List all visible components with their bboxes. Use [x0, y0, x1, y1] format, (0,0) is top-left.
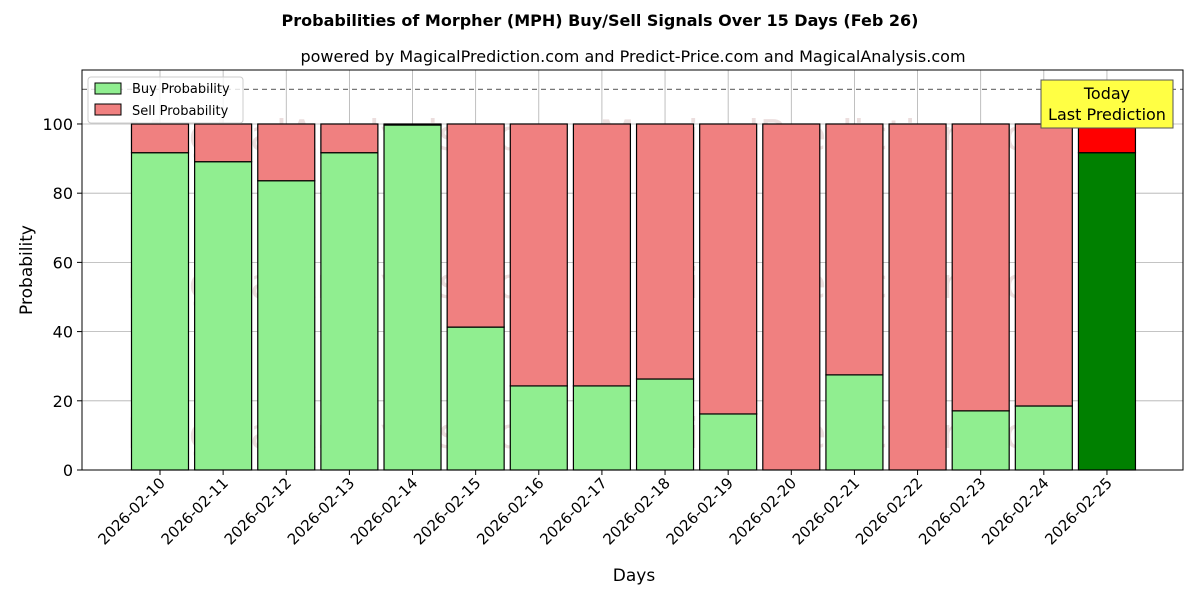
sell-bar	[446, 123, 505, 328]
legend-swatch-buy	[94, 82, 122, 95]
sell-bar	[194, 123, 253, 163]
buy-bar	[320, 152, 379, 471]
y-tick-label: 40	[53, 323, 73, 342]
sell-bar	[130, 123, 190, 154]
x-tick-label: 2026-02-24	[978, 474, 1052, 548]
sell-bar	[699, 123, 758, 415]
sell-bar	[257, 123, 316, 182]
legend: Buy Probability Sell Probability	[87, 76, 244, 124]
y-axis-label: Probability	[17, 225, 37, 315]
buy-bar	[509, 385, 568, 471]
chart-subtitle: powered by MagicalPrediction.com and Pre…	[300, 47, 965, 66]
sell-bar	[1077, 123, 1137, 154]
sell-bar	[762, 123, 821, 471]
sell-bar	[825, 123, 884, 376]
chart-title: Probabilities of Morpher (MPH) Buy/Sell …	[282, 11, 919, 30]
annotation-line1: Today	[1083, 84, 1130, 103]
x-tick-label: 2026-02-21	[789, 474, 863, 548]
buy-bar	[699, 413, 758, 471]
plot-frame	[81, 69, 1184, 471]
y-tick-label: 0	[63, 461, 73, 480]
sell-bar	[572, 123, 632, 387]
x-tick-label: 2026-02-18	[599, 474, 673, 548]
bars	[130, 123, 1137, 471]
x-axis-label: Days	[613, 566, 656, 586]
x-tick-label: 2026-02-13	[284, 474, 358, 548]
buy-bar	[194, 161, 253, 471]
today-annotation: Today Last Prediction	[1040, 79, 1174, 129]
buy-bar	[572, 385, 632, 471]
x-tick-label: 2026-02-12	[221, 474, 295, 548]
sell-bar	[1014, 123, 1073, 407]
sell-bar	[888, 123, 947, 471]
y-tick-label: 60	[53, 253, 73, 272]
buy-bar	[383, 124, 442, 471]
buy-bar	[635, 378, 695, 471]
x-tick-label: 2026-02-11	[158, 474, 232, 548]
x-tick-label: 2026-02-17	[536, 474, 610, 548]
x-tick-label: 2026-02-14	[347, 474, 421, 548]
buy-bar	[446, 326, 505, 471]
legend-swatch-sell	[94, 103, 122, 116]
x-tick-label: 2026-02-25	[1041, 474, 1115, 548]
y-tick-label: 20	[53, 392, 73, 411]
y-tick-label: 80	[53, 184, 73, 203]
buy-bar	[1014, 405, 1073, 471]
buy-bar	[257, 180, 316, 471]
x-tick-label: 2026-02-10	[94, 474, 168, 548]
annotation-line2: Last Prediction	[1048, 105, 1166, 124]
buy-bar	[130, 152, 190, 471]
x-tick-label: 2026-02-23	[915, 474, 989, 548]
x-tick-label: 2026-02-22	[852, 474, 926, 548]
buy-bar	[825, 374, 884, 471]
x-tick-label: 2026-02-20	[726, 474, 800, 548]
legend-label-sell: Sell Probability	[132, 104, 229, 119]
sell-bar	[320, 123, 379, 154]
sell-bar	[951, 123, 1010, 412]
buy-bar	[1077, 152, 1137, 471]
sell-bar	[383, 123, 442, 126]
x-tick-label: 2026-02-16	[473, 474, 547, 548]
buy-bar	[951, 410, 1010, 471]
sell-bar	[509, 123, 568, 387]
x-tick-label: 2026-02-15	[410, 474, 484, 548]
x-tick-label: 2026-02-19	[663, 474, 737, 548]
legend-label-buy: Buy Probability	[132, 82, 230, 97]
y-tick-label: 100	[42, 115, 73, 134]
sell-bar	[635, 123, 695, 380]
